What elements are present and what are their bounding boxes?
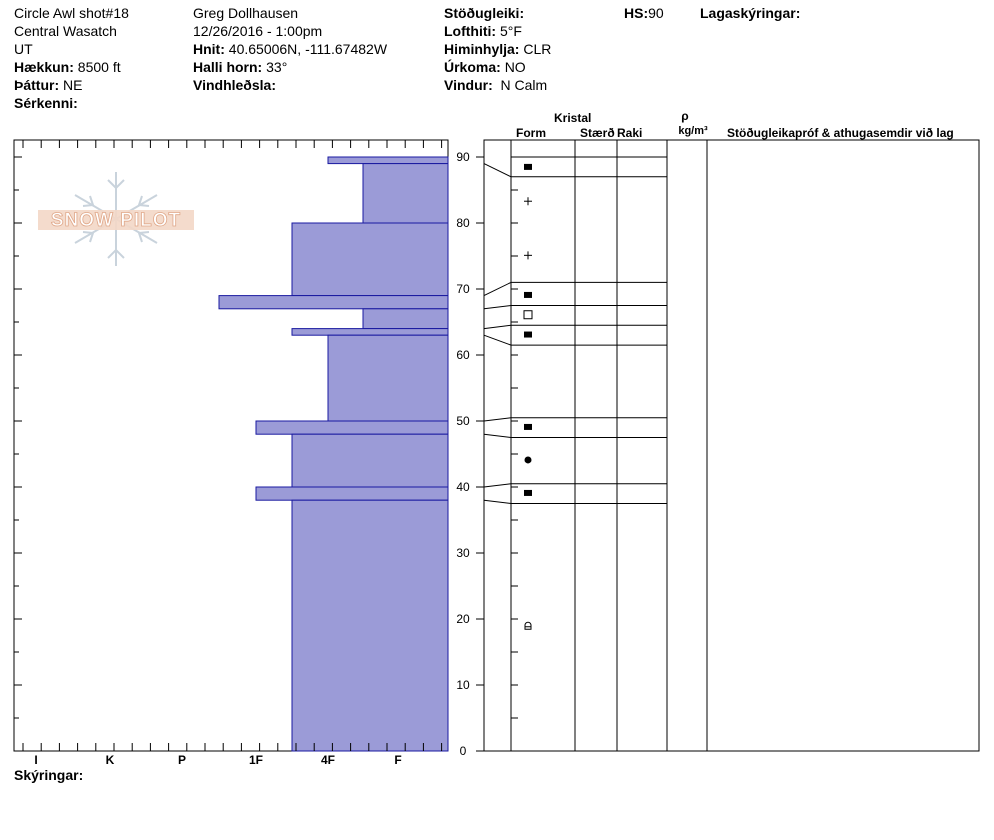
header-col2: Greg Dollhausen 12/26/2016 - 1:00pm Hnit… <box>193 4 387 94</box>
crystal-height-ticks <box>511 189 518 719</box>
layer-connector-4 <box>483 334 512 346</box>
form-header: Form <box>516 126 546 140</box>
layer-connector-6 <box>483 433 512 438</box>
hardness-bar-1 <box>362 163 449 224</box>
hardness-label-1f: 1F <box>249 753 263 767</box>
stability: Stöðugleiki: <box>444 5 525 21</box>
hardness-bar-8 <box>291 433 449 488</box>
rounded-grain-dot-icon <box>524 456 532 464</box>
hardness-label-f: F <box>394 753 401 767</box>
layer-connector-2 <box>483 305 512 310</box>
height-tick-label-40: 40 <box>456 480 470 494</box>
density-unit-header: kg/m³ <box>678 125 708 137</box>
hardness-axis: I K P 1F 4F F <box>22 140 443 767</box>
hardness-bar-7 <box>255 420 449 435</box>
precip-particle-plus-icon <box>524 251 532 260</box>
height-tick-label-0: 0 <box>460 744 467 758</box>
hardness-bar-4 <box>362 308 449 330</box>
header-col1: Circle Awl shot#18 Central Wasatch UT Hæ… <box>14 4 129 112</box>
layer-notes-label: Lagaskýringar: <box>700 5 801 21</box>
hardness-label-4f: 4F <box>321 753 335 767</box>
footer-notes: Skýringar: <box>14 767 84 783</box>
density-rho-header: ρ <box>681 109 688 123</box>
datetime: 12/26/2016 - 1:00pm <box>193 23 323 39</box>
observer: Greg Dollhausen <box>193 5 299 21</box>
layer-connector-7 <box>483 483 512 488</box>
location-title: Circle Awl shot#18 <box>14 5 129 21</box>
layer-connector-5 <box>483 417 512 422</box>
size-header: Stærð <box>580 126 615 140</box>
height-tick-label-70: 70 <box>456 282 470 296</box>
snowpilot-watermark: SNOW PILOT <box>38 172 194 266</box>
height-tick-label-80: 80 <box>456 216 470 230</box>
layer-connector-1 <box>483 281 512 297</box>
air-temp: Lofthiti: 5°F <box>444 23 522 39</box>
layer-connector-0 <box>483 163 512 178</box>
hardness-label-i: I <box>34 753 37 767</box>
hardness-bar-10 <box>291 499 449 752</box>
hardness-bar-3 <box>218 295 449 310</box>
crystal-table: Kristal Form Stærð Raki ρ kg/m³ Stöðugle… <box>483 109 980 752</box>
faceted-square-icon <box>524 331 532 338</box>
faceted-square-icon <box>524 291 532 298</box>
hardness-bar-6 <box>327 334 449 422</box>
hardness-bar-5 <box>291 328 449 336</box>
melt-form-icon <box>524 621 532 630</box>
hardness-label-p: P <box>178 753 186 767</box>
height-tick-label-60: 60 <box>456 348 470 362</box>
tests-header: Stöðugleikapróf & athugasemdir við lag <box>727 126 954 140</box>
height-tick-label-30: 30 <box>456 546 470 560</box>
mountain-range: Central Wasatch <box>14 23 117 39</box>
moisture-header: Raki <box>617 126 642 140</box>
layer-connector-8 <box>483 499 512 504</box>
mixed-form-open-square-icon <box>523 310 533 320</box>
precip-particle-plus-icon <box>524 197 532 206</box>
faceted-square-icon <box>524 163 532 170</box>
crystal-rows <box>483 156 667 630</box>
layer-connector-3 <box>483 324 512 330</box>
faceted-square-icon <box>524 423 532 430</box>
height-tick-label-10: 10 <box>456 678 470 692</box>
wind: Vindur: N Calm <box>444 77 548 93</box>
header-col3: Stöðugleiki: Lofthiti: 5°F Himinhylja: C… <box>444 4 551 94</box>
features: Sérkenni: <box>14 95 78 111</box>
hardness-bars <box>218 156 449 752</box>
state: UT <box>14 41 33 57</box>
watermark-text: SNOW PILOT <box>51 210 181 231</box>
faceted-square-icon <box>524 489 532 496</box>
crystal-table-frame <box>483 139 980 752</box>
sky-cover: Himinhylja: CLR <box>444 41 552 57</box>
height-tick-label-90: 90 <box>456 150 470 164</box>
height-tick-label-50: 50 <box>456 414 470 428</box>
snow-height: HS:90 <box>624 5 664 21</box>
coordinates: Hnit: 40.65006N, -111.67482W <box>193 41 388 57</box>
hardness-bar-2 <box>291 222 449 297</box>
height-axis: 0 10 20 30 40 50 60 70 80 90 <box>14 150 484 758</box>
height-tick-label-20: 20 <box>456 612 470 626</box>
hardness-bar-9 <box>255 486 449 501</box>
precipitation: Úrkoma: NO <box>444 59 526 75</box>
hardness-label-k: K <box>106 753 115 767</box>
crystal-header: Kristal <box>554 111 591 125</box>
aspect: Þáttur: NE <box>14 77 83 93</box>
slope-angle: Halli horn: 33° <box>193 59 288 75</box>
hardness-bar-0 <box>327 156 449 165</box>
wind-loading: Vindhleðsla: <box>193 77 276 93</box>
elevation: Hækkun: 8500 ft <box>14 59 121 75</box>
